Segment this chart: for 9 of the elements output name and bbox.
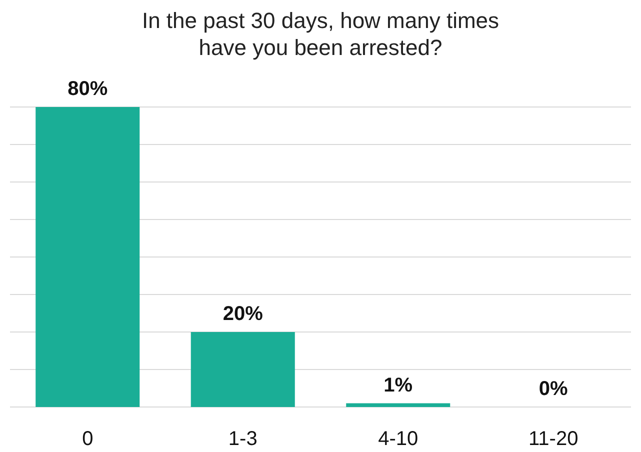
x-tick-label: 0: [82, 428, 94, 450]
x-tick-label: 1-3: [228, 428, 258, 450]
data-label: 1%: [384, 374, 413, 396]
x-tick-label: 4-10: [378, 428, 418, 450]
chart-title: In the past 30 days, how many times have you been arrested?: [142, 8, 500, 60]
data-label: 20%: [222, 303, 264, 325]
x-tick-label: 11-20: [528, 428, 578, 450]
data-label: 0%: [538, 378, 568, 400]
data-label: 80%: [68, 78, 108, 100]
